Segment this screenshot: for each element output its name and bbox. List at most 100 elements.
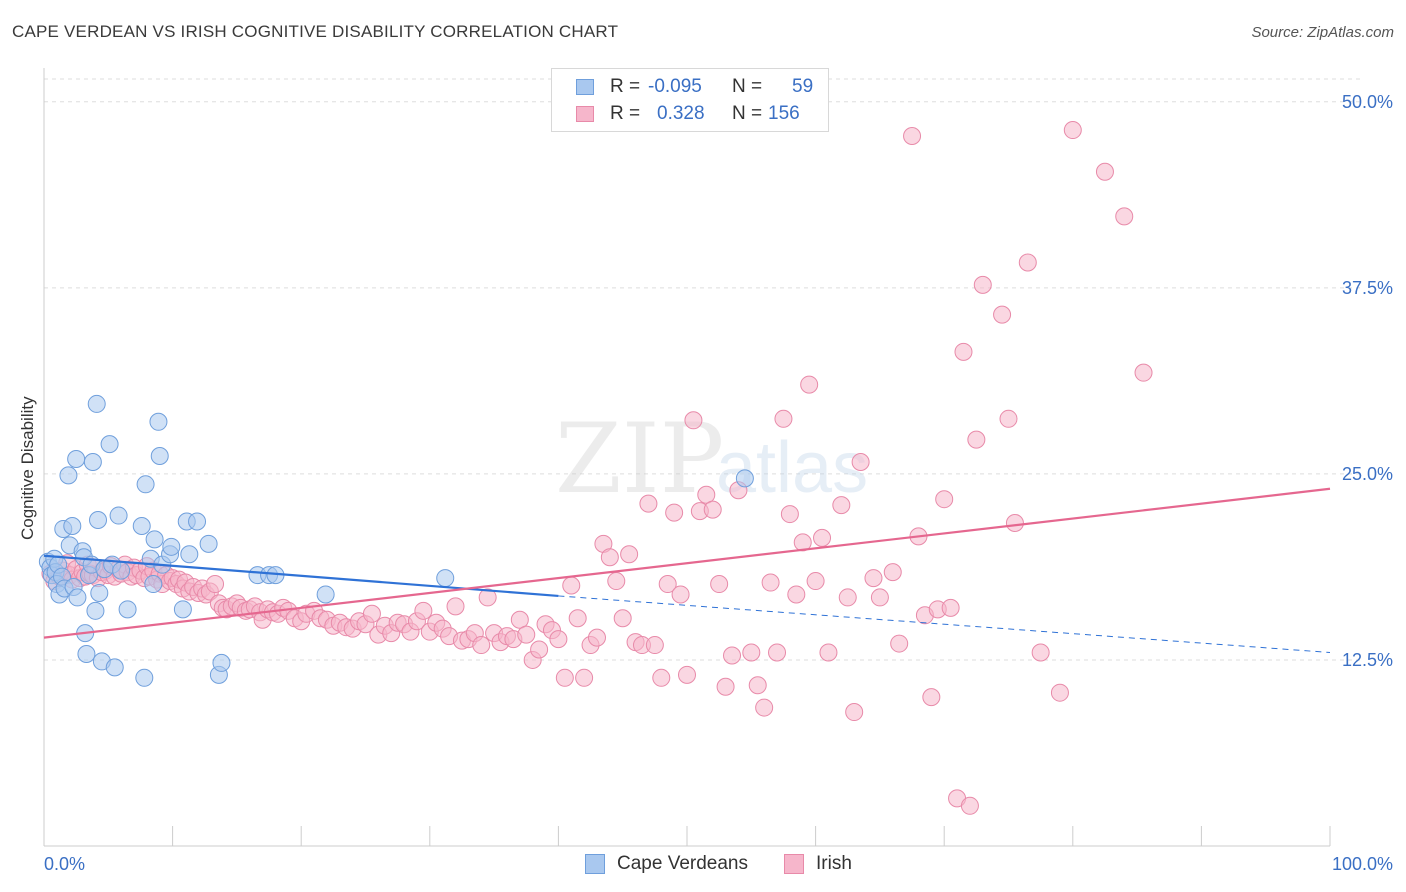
cape-verdean-point xyxy=(316,585,335,604)
irish-point xyxy=(954,342,973,361)
irish-point xyxy=(575,668,594,687)
irish-point xyxy=(510,610,529,629)
legend-n-label: N = xyxy=(732,76,763,97)
cape-verdean-point xyxy=(112,561,131,580)
irish-point xyxy=(414,601,433,620)
cape-verdean-point xyxy=(735,469,754,488)
irish-point xyxy=(903,127,922,146)
irish-point xyxy=(671,585,690,604)
cape-verdean-point xyxy=(132,516,151,535)
irish-point xyxy=(780,505,799,524)
cape-verdean-point xyxy=(135,668,154,687)
irish-point xyxy=(832,496,851,515)
cape-verdean-point xyxy=(109,506,128,525)
irish-point xyxy=(742,643,761,662)
cape-points xyxy=(38,394,754,687)
cape-verdean-point xyxy=(149,412,168,431)
legend-r-value: -0.095 xyxy=(648,76,702,97)
irish-point xyxy=(723,646,742,665)
irish-point xyxy=(568,609,587,628)
irish-point xyxy=(800,375,819,394)
chart-title: CAPE VERDEAN VS IRISH COGNITIVE DISABILI… xyxy=(12,22,619,41)
irish-point xyxy=(587,628,606,647)
cape-verdean-point xyxy=(162,537,181,556)
irish-point xyxy=(768,643,787,662)
irish-point xyxy=(935,490,954,509)
legend-swatch-cape xyxy=(576,79,594,95)
legend-r-label: R = xyxy=(610,76,641,97)
irish-point xyxy=(993,305,1012,324)
irish-point xyxy=(530,640,549,659)
irish-point xyxy=(639,494,658,513)
cape-verdean-point xyxy=(100,435,119,454)
irish-point xyxy=(890,634,909,653)
grid-lines xyxy=(44,78,1360,661)
irish-point xyxy=(697,485,716,504)
cape-verdean-point xyxy=(180,545,199,564)
irish-point xyxy=(941,598,960,617)
irish-point xyxy=(555,668,574,687)
irish-point xyxy=(1005,514,1024,533)
cape-verdean-point xyxy=(436,569,455,588)
legend-label-cape: Cape Verdeans xyxy=(617,853,748,874)
y-tick-label: 12.5% xyxy=(1342,650,1393,670)
cape-verdean-point xyxy=(63,516,82,535)
irish-trend-line xyxy=(43,487,1331,639)
legend-n-value: 156 xyxy=(768,103,800,124)
cape-verdean-point xyxy=(212,653,231,672)
irish-point xyxy=(684,411,703,430)
irish-point xyxy=(549,630,568,649)
x-tick-label: 0.0% xyxy=(44,854,85,874)
irish-point xyxy=(1134,363,1153,382)
irish-point xyxy=(774,409,793,428)
tick-labels: 12.5% 25.0% 37.5% 50.0% 0.0% 100.0% xyxy=(44,92,1393,874)
irish-point xyxy=(478,588,497,607)
legend-row-irish: R = 0.328 N = 156 xyxy=(552,101,828,127)
irish-point xyxy=(838,588,857,607)
watermark: ZIP atlas xyxy=(555,403,868,515)
legend-r-label: R = xyxy=(610,103,641,124)
cape-verdean-point xyxy=(144,575,163,594)
irish-point xyxy=(613,609,632,628)
irish-point xyxy=(922,688,941,707)
cape-verdean-point xyxy=(188,512,207,531)
irish-point xyxy=(562,576,581,595)
irish-point xyxy=(870,588,889,607)
irish-point xyxy=(658,575,677,594)
irish-point xyxy=(787,585,806,604)
irish-point xyxy=(967,430,986,449)
cape-verdean-point xyxy=(118,600,137,619)
irish-point xyxy=(716,677,735,696)
legend-n-value: 59 xyxy=(792,76,814,97)
irish-point xyxy=(600,548,619,567)
irish-point xyxy=(1031,643,1050,662)
legend-swatch-irish xyxy=(576,106,594,122)
irish-point xyxy=(665,503,684,522)
y-tick-label: 25.0% xyxy=(1342,464,1393,484)
irish-point xyxy=(845,703,864,722)
irish-point xyxy=(517,625,536,644)
irish-point xyxy=(472,636,491,655)
cape-verdean-point xyxy=(136,475,155,494)
irish-point xyxy=(645,636,664,655)
legend-n-label: N = xyxy=(732,103,763,124)
irish-point xyxy=(1115,207,1134,226)
cape-verdean-point xyxy=(173,600,192,619)
x-tick-label: 100.0% xyxy=(1332,854,1393,874)
cape-verdean-point xyxy=(87,394,106,413)
irish-point xyxy=(607,572,626,591)
irish-point xyxy=(761,573,780,592)
irish-point xyxy=(960,796,979,815)
irish-point xyxy=(999,409,1018,428)
irish-point xyxy=(652,668,671,687)
irish-point xyxy=(1018,253,1037,272)
cape-verdean-point xyxy=(145,530,164,549)
axes xyxy=(43,68,1331,847)
cape-verdean-point xyxy=(77,644,96,663)
irish-point xyxy=(678,665,696,684)
irish-point xyxy=(813,528,832,547)
legend-r-value: 0.328 xyxy=(657,103,705,124)
legend-label-irish: Irish xyxy=(816,853,852,874)
irish-point xyxy=(362,604,381,623)
